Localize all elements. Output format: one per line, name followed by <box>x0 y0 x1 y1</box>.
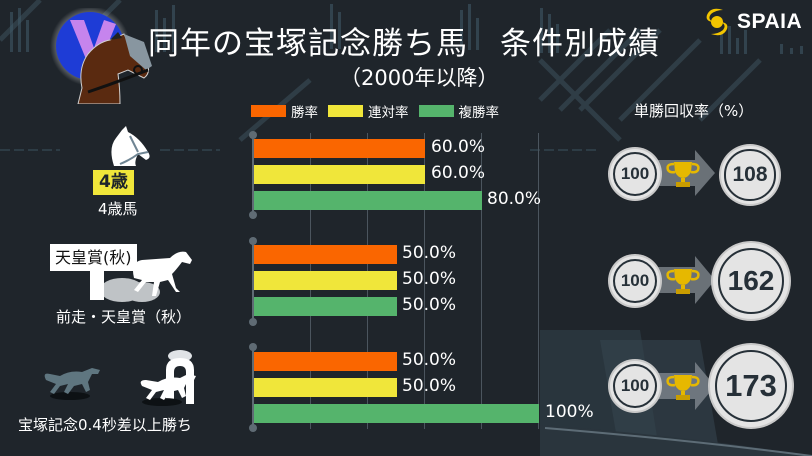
group-axis <box>252 135 254 215</box>
value-label: 100% <box>545 402 594 422</box>
horse-emblem-icon <box>50 8 152 104</box>
bar-top2-4yo <box>254 165 425 184</box>
roi-base-coin: 100 <box>610 361 660 411</box>
legend-item-win: 勝率 <box>251 101 318 121</box>
axis-dot <box>249 131 257 139</box>
value-label: 50.0% <box>402 269 457 289</box>
trophy-icon <box>666 269 700 294</box>
category-label-tenno: 前走・天皇賞（秋） <box>56 308 192 326</box>
group-axis <box>252 241 254 323</box>
gridline-100 <box>538 133 539 429</box>
legend-swatch <box>418 105 454 117</box>
value-label: 50.0% <box>402 295 457 315</box>
trophy-icon <box>666 375 700 400</box>
gridline-80 <box>481 133 482 429</box>
value-label: 50.0% <box>402 376 457 396</box>
roi-result-coin: 108 <box>721 146 779 204</box>
roi-base-coin: 100 <box>610 256 660 306</box>
roi-base-value: 100 <box>620 164 650 183</box>
roi-base-coin: 100 <box>610 149 660 199</box>
bar-top3-4yo <box>254 191 482 210</box>
horseshoe-horse-icon <box>44 350 196 406</box>
running-horse-icon <box>90 251 192 302</box>
legend-swatch <box>251 105 286 117</box>
value-label: 60.0% <box>431 137 486 157</box>
value-label: 50.0% <box>402 350 457 370</box>
roi-result-coin: 173 <box>710 345 792 427</box>
spaia-logo-icon <box>706 8 728 36</box>
page-subtitle: （2000年以降） <box>340 66 499 90</box>
roi-result-coin: 162 <box>713 243 789 319</box>
roi-header: 単勝回収率（%） <box>634 102 754 120</box>
legend-item-top3: 複勝率 <box>418 101 500 121</box>
legend-item-top2: 連対率 <box>328 101 409 121</box>
axis-dot <box>249 211 257 219</box>
bar-win-4yo <box>254 139 425 158</box>
legend-label: 勝率 <box>291 105 318 121</box>
horse-head-icon <box>111 126 150 166</box>
spaia-logo: SPAIA <box>703 7 802 37</box>
logo-text: SPAIA <box>737 10 803 33</box>
legend-label: 複勝率 <box>458 105 500 121</box>
roi-base-value: 100 <box>620 271 650 290</box>
category-label-takarazuka: 宝塚記念0.4秒差以上勝ち <box>18 416 192 434</box>
bar-win-takarazuka <box>254 352 397 371</box>
category-badge-tenno: 天皇賞(秋) <box>50 244 137 271</box>
group-axis <box>252 347 254 429</box>
axis-dot <box>249 424 257 432</box>
bar-top3-takarazuka <box>254 404 539 423</box>
axis-dot <box>249 318 257 326</box>
gridline-60 <box>424 133 425 429</box>
bar-top2-takarazuka <box>254 378 397 397</box>
page-title: 同年の宝塚記念勝ち馬 条件別成績 <box>148 26 660 62</box>
bar-top2-tenno <box>254 271 397 290</box>
legend-label: 連対率 <box>368 105 409 121</box>
legend-swatch <box>328 105 363 117</box>
bar-win-tenno <box>254 245 397 264</box>
value-label: 50.0% <box>402 243 457 263</box>
roi-result-value: 173 <box>725 368 777 403</box>
category-badge-4yo: 4歳 <box>93 170 134 195</box>
value-label: 80.0% <box>487 189 542 209</box>
roi-base-value: 100 <box>620 376 650 395</box>
category-label-4yo: 4歳馬 <box>98 200 138 218</box>
chart-legend: 勝率 連対率 複勝率 <box>251 101 509 121</box>
bar-top3-tenno <box>254 297 397 316</box>
axis-dot <box>249 237 257 245</box>
roi-result-value: 162 <box>727 265 775 296</box>
trophy-icon <box>666 162 700 187</box>
axis-dot <box>249 343 257 351</box>
value-label: 60.0% <box>431 163 486 183</box>
roi-result-value: 108 <box>732 163 768 186</box>
